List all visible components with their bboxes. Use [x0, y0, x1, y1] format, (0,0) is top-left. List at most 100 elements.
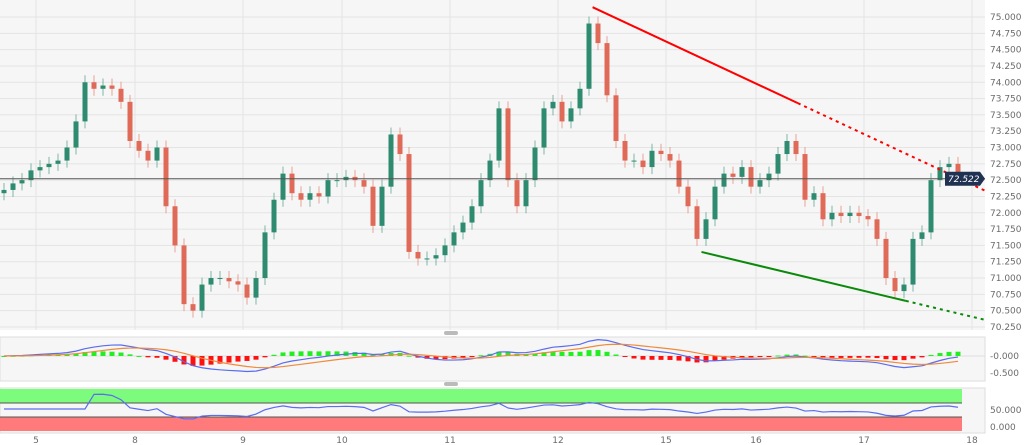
macd-histogram-bar [118, 352, 124, 356]
candle-body [280, 173, 286, 200]
candle-body [190, 304, 196, 311]
candle-body [541, 108, 547, 148]
candle-body [46, 163, 52, 168]
y-tick-label: 71.250 [990, 258, 1022, 268]
macd-histogram-bar [172, 356, 178, 362]
panel-resize-handle[interactable] [444, 331, 458, 335]
candle-body [325, 180, 331, 197]
candle-body [586, 23, 592, 89]
candle-body [640, 160, 646, 168]
candle-body [199, 284, 205, 311]
candle-body [289, 173, 295, 194]
oversold-zone [0, 417, 962, 431]
macd-histogram-bar [883, 356, 889, 360]
candle-body [370, 186, 376, 226]
candle-body [919, 232, 925, 239]
candle-body [631, 160, 637, 162]
candle-body [334, 180, 340, 182]
candle-body [397, 134, 403, 155]
candle-body [163, 147, 169, 207]
macd-histogram-bar [469, 356, 475, 357]
rsi-indicator [4, 393, 959, 420]
macd-histogram-bar [595, 350, 601, 356]
macd-histogram-bar [550, 351, 556, 356]
macd-histogram-bar [892, 356, 898, 361]
macd-histogram-bar [667, 356, 673, 360]
macd-histogram-bar [334, 351, 340, 356]
macd-histogram-bar [631, 356, 637, 359]
candle-body [856, 212, 862, 217]
macd-histogram-bar [199, 356, 205, 366]
candle-body [100, 85, 106, 89]
candle-body [730, 173, 736, 177]
candle-body [469, 206, 475, 223]
candle-body [10, 183, 16, 190]
macd-histogram-bar [649, 356, 655, 360]
candle-body [802, 154, 808, 200]
macd-histogram-bar [406, 355, 412, 357]
candle-body [784, 140, 790, 155]
y-tick-label: 71.000 [990, 274, 1022, 284]
y-tick-label: 73.000 [990, 144, 1022, 154]
x-tick-label: 16 [750, 436, 762, 445]
macd-histogram-bar [865, 356, 871, 358]
macd-histogram-bar [766, 356, 772, 357]
candle-body [136, 140, 142, 151]
macd-histogram-bar [478, 355, 484, 357]
x-tick-label: 11 [444, 436, 455, 445]
y-tick-label: 74.500 [990, 46, 1022, 56]
candle-body [532, 147, 538, 181]
macd-histogram-bar [109, 351, 115, 356]
macd-histogram-bar [460, 356, 466, 358]
resistance-trendline [592, 6, 799, 105]
candle-body [1, 189, 7, 194]
y-tick-label: 71.500 [990, 241, 1022, 251]
candle-body [127, 101, 133, 141]
macd-histogram-bar [145, 356, 151, 358]
y-tick-label: 70.250 [990, 323, 1022, 333]
panel-resize-handle[interactable] [444, 382, 458, 386]
candle-body [883, 238, 889, 279]
candle-body [406, 154, 412, 252]
macd-histogram-bar [244, 356, 250, 361]
y-tick-label: 72.250 [990, 192, 1022, 202]
macd-histogram-bar [874, 356, 880, 359]
candle-body [667, 154, 673, 161]
candle-body [739, 167, 745, 177]
y-tick-label: 72.000 [990, 209, 1022, 219]
macd-histogram-bar [235, 356, 241, 362]
macd-histogram-bar [685, 356, 691, 362]
macd-histogram-bar [937, 353, 943, 356]
macd-histogram-bar [784, 354, 790, 356]
macd-histogram-bar [838, 356, 844, 358]
candle-body [820, 193, 826, 220]
candle-body [388, 134, 394, 187]
x-tick-label: 18 [966, 436, 978, 445]
y-tick-label: 73.750 [990, 95, 1022, 105]
candle-body [649, 150, 655, 168]
candle-body [496, 108, 502, 161]
candle-body [595, 23, 601, 44]
candle-body [181, 245, 187, 305]
rsi-tick-0: 50.000 [990, 406, 1022, 416]
candle-body [622, 140, 628, 161]
y-tick-label: 70.500 [990, 307, 1022, 317]
macd-histogram-bar [586, 350, 592, 356]
rsi-tick-1: 0.000 [990, 423, 1016, 433]
candle-body [901, 284, 907, 292]
macd-histogram-bar [64, 354, 70, 356]
x-tick-label: 9 [240, 436, 246, 445]
macd-histogram-bar [226, 356, 232, 363]
candle-body [955, 163, 961, 179]
macd-histogram-bar [289, 351, 295, 356]
candle-body [154, 147, 160, 161]
candle-body [946, 163, 952, 168]
y-tick-label: 74.250 [990, 62, 1022, 72]
candle-body [424, 258, 430, 260]
candle-body [757, 180, 763, 187]
macd-histogram-bar [910, 356, 916, 359]
macd-histogram-bar [82, 351, 88, 356]
candle-body [478, 180, 484, 207]
candle-body [271, 199, 277, 233]
candle-body [550, 101, 556, 109]
